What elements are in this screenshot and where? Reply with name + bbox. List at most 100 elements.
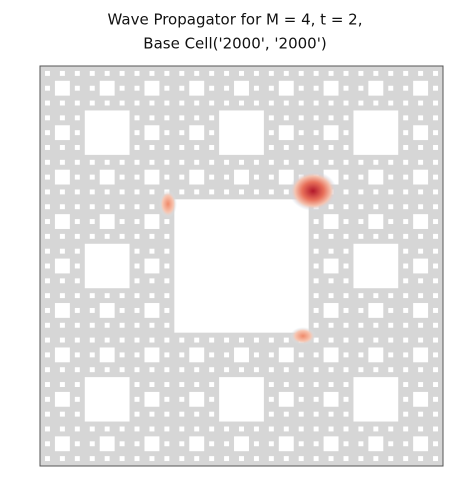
carpet-hole [328,159,334,165]
carpet-hole [144,347,160,363]
carpet-hole [433,115,439,121]
carpet-hole [149,115,155,121]
carpet-hole [253,441,259,447]
carpet-hole [418,233,424,239]
carpet-hole [283,189,289,195]
carpet-hole [253,159,259,165]
carpet-hole [44,130,50,136]
carpet-hole [119,204,125,210]
carpet-hole [89,307,95,313]
carpet-hole [224,174,230,180]
carpet-hole [418,70,424,76]
carpet-hole [224,426,230,432]
carpet-hole [433,204,439,210]
carpet-hole [134,411,140,417]
carpet-hole [313,411,319,417]
carpet-hole [44,396,50,402]
carpet-hole [164,219,170,225]
carpet-hole [343,367,349,373]
carpet-hole [358,307,364,313]
carpet-hole [179,367,185,373]
carpet-hole [388,219,394,225]
carpet-hole [74,70,80,76]
carpet-hole [268,100,274,106]
carpet-hole [149,248,155,254]
carpet-hole [44,382,50,387]
carpet-hole [313,337,319,343]
wave-hotspots [159,171,337,345]
carpet-hole [403,322,409,328]
carpet-hole [268,85,274,91]
carpet-hole [209,411,215,417]
carpet-hole [298,367,304,373]
carpet-hole [433,352,439,358]
carpet-hole [403,263,409,269]
carpet-hole [89,456,95,462]
carpet-hole [59,367,65,373]
carpet-hole [59,159,65,165]
carpet-hole [418,456,424,462]
carpet-hole [164,248,170,254]
carpet-hole [84,243,130,289]
carpet-hole [343,159,349,165]
carpet-hole [74,219,80,225]
carpet-hole [234,347,249,363]
carpet-hole [74,248,80,254]
carpet-hole [388,100,394,106]
carpet-hole [74,382,80,387]
carpet-hole [74,263,80,269]
carpet-hole [403,159,409,165]
carpet-hole [119,293,125,299]
carpet-hole [373,233,379,239]
carpet-hole [418,367,424,373]
carpet-hole [253,85,259,91]
carpet-hole [343,307,349,313]
carpet-hole [239,456,244,462]
carpet-hole [358,367,364,373]
carpet-hole [134,115,140,121]
carpet-hole [388,70,394,76]
carpet-hole [234,169,249,185]
carpet-hole [298,411,304,417]
carpet-hole [373,322,379,328]
carpet-hole [89,100,95,106]
carpet-hole [134,263,140,269]
carpet-hole [298,396,304,402]
carpet-hole [343,100,349,106]
carpet-hole [59,337,65,343]
carpet-hole [194,115,200,121]
frame [39,65,444,467]
carpet-hole [44,219,50,225]
carpet-hole [134,204,140,210]
carpet-hole [224,70,230,76]
carpet-hole [268,70,274,76]
carpet-hole [224,441,230,447]
carpet-hole [59,411,65,417]
carpet-hole [104,70,110,76]
carpet-hole [328,204,334,210]
carpet-hole [164,426,170,432]
carpet-hole [388,322,394,328]
carpet-hole [278,125,294,141]
carpet-hole [433,456,439,462]
carpet-hole [179,85,185,91]
carpet-hole [313,441,319,447]
carpet-hole [194,426,200,432]
carpet-hole [403,367,409,373]
carpet-hole [164,278,170,284]
carpet-hole [343,322,349,328]
carpet-hole [388,293,394,299]
carpet-hole [433,411,439,417]
carpet-hole [413,303,429,318]
carpet-hole [219,377,264,422]
carpet-hole [104,233,110,239]
carpet-hole [239,100,244,106]
carpet-hole [179,411,185,417]
carpet-hole [209,352,215,358]
carpet-hole [358,352,364,358]
carpet-hole [433,130,439,136]
carpet-hole [44,367,50,373]
carpet-hole [89,204,95,210]
carpet-hole [388,174,394,180]
